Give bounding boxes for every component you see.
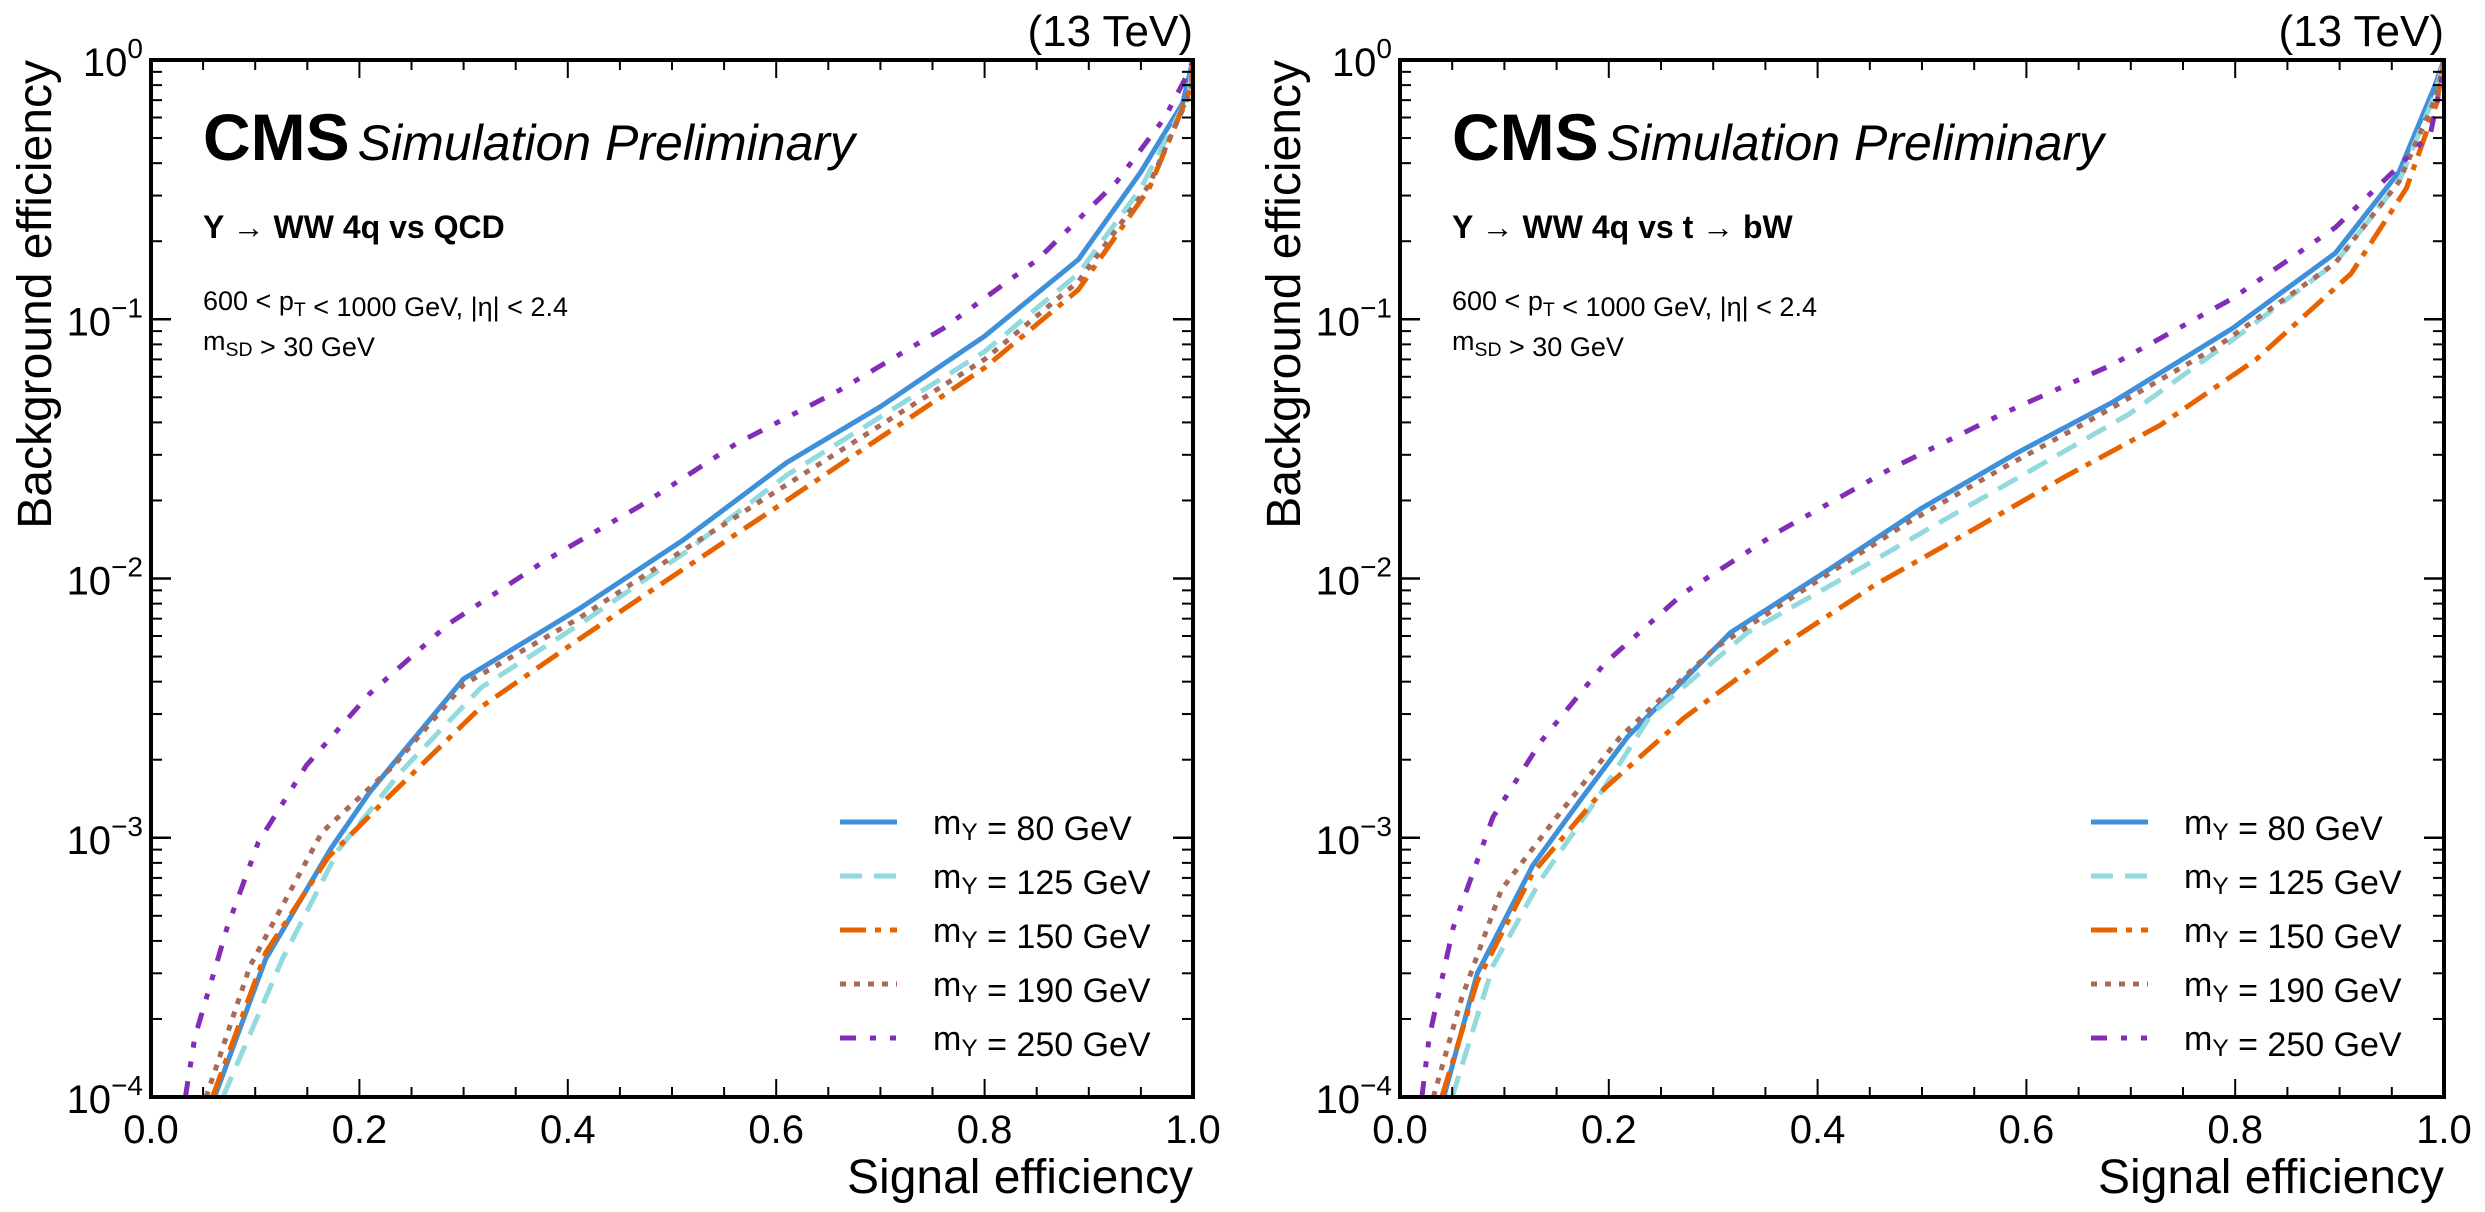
plot-frame (1398, 58, 2446, 1099)
status-label: Simulation Preliminary (1607, 115, 2107, 171)
mass-cut-label: mSD > 30 GeV (1452, 326, 1624, 362)
legend-item-m125: mY = 125 GeV (2091, 858, 2402, 902)
y-tick-label: 100 (83, 33, 143, 85)
legend: mY = 80 GeV mY = 125 GeV mY = 150 GeV mY = … (2091, 804, 2402, 1064)
legend-label: mY = 150 GeV (933, 912, 1151, 956)
y-tick-label: 10−1 (1316, 292, 1392, 344)
legend: mY = 80 GeV mY = 125 GeV mY = 150 GeV mY = … (840, 804, 1151, 1064)
x-axis-title: Signal efficiency (847, 1151, 1193, 1204)
roc-curve-m80 (212, 60, 1193, 1097)
y-tick-label: 10−4 (1316, 1070, 1392, 1122)
energy-label: (13 TeV) (1028, 7, 1194, 56)
y-axis-title: Background efficiency (1258, 60, 1311, 529)
roc-curve-m150 (210, 60, 1193, 1097)
curves (1419, 60, 2444, 1097)
plot-frame (149, 58, 1195, 1099)
y-tick-label: 10−4 (67, 1070, 143, 1122)
experiment-label: CMS Simulation Preliminary (203, 100, 858, 174)
legend-label: mY = 150 GeV (2184, 912, 2402, 956)
status-label: Simulation Preliminary (358, 115, 858, 171)
legend-label: mY = 125 GeV (2184, 858, 2402, 902)
legend-item-m125: mY = 125 GeV (840, 858, 1151, 902)
x-tick-label: 0.8 (2207, 1108, 2263, 1152)
x-tick-label: 0.8 (957, 1108, 1013, 1152)
legend-item-m250: mY = 250 GeV (840, 1020, 1151, 1064)
y-tick-label: 10−2 (67, 552, 143, 604)
process-label: Y → WW 4q vs t → bW (1452, 209, 1794, 245)
legend-item-m150: mY = 150 GeV (840, 912, 1151, 956)
roc-curve-m190 (203, 60, 1193, 1097)
panel-right: 0.0 0.2 0.4 0.6 0.8 1.0 100 10−1 10−2 10−3 10−4 Sig… (1258, 7, 2472, 1204)
energy-label: (13 TeV) (2279, 7, 2445, 56)
kinematic-cuts-label: 600 < pT < 1000 GeV, |η| < 2.4 (203, 286, 568, 322)
mass-cut-label: mSD > 30 GeV (203, 326, 375, 362)
x-tick-label: 0.6 (748, 1108, 804, 1152)
legend-item-m80: mY = 80 GeV (2091, 804, 2383, 848)
legend-label: mY = 125 GeV (933, 858, 1151, 902)
panel-left: 0.0 0.2 0.4 0.6 0.8 1.0 100 10−1 10−2 10−3 10−4 Sig… (9, 7, 1221, 1204)
x-tick-label: 0.6 (1999, 1108, 2055, 1152)
curves (182, 60, 1193, 1097)
roc-curve-m80 (1441, 60, 2444, 1097)
process-label: Y → WW 4q vs QCD (203, 209, 505, 245)
legend-item-m150: mY = 150 GeV (2091, 912, 2402, 956)
x-tick-label: 0.2 (1581, 1108, 1637, 1152)
roc-curve-m150 (1439, 60, 2444, 1097)
y-tick-label: 10−3 (1316, 811, 1392, 863)
legend-label: mY = 190 GeV (933, 966, 1151, 1010)
x-tick-label: 0.4 (1790, 1108, 1846, 1152)
y-tick-label: 10−1 (67, 292, 143, 344)
x-tick-label: 0.0 (123, 1108, 179, 1152)
y-tick-label: 10−2 (1316, 552, 1392, 604)
y-tick-label: 10−3 (67, 811, 143, 863)
roc-curve-m190 (1430, 60, 2444, 1097)
kinematic-cuts-label: 600 < pT < 1000 GeV, |η| < 2.4 (1452, 286, 1817, 322)
x-tick-label: 1.0 (2416, 1108, 2472, 1152)
legend-label: mY = 190 GeV (2184, 966, 2402, 1010)
legend-label: mY = 80 GeV (2184, 804, 2383, 848)
legend-item-m80: mY = 80 GeV (840, 804, 1132, 848)
experiment-label: CMS Simulation Preliminary (1452, 100, 2107, 174)
x-axis-title: Signal efficiency (2098, 1151, 2444, 1204)
x-tick-label: 0.0 (1372, 1108, 1428, 1152)
x-tick-label: 0.2 (332, 1108, 388, 1152)
x-tick-label: 0.4 (540, 1108, 596, 1152)
legend-label: mY = 80 GeV (933, 804, 1132, 848)
legend-item-m190: mY = 190 GeV (2091, 966, 2402, 1010)
y-axis-title: Background efficiency (9, 60, 62, 529)
y-tick-label: 100 (1332, 33, 1392, 85)
legend-label: mY = 250 GeV (933, 1020, 1151, 1064)
legend-label: mY = 250 GeV (2184, 1020, 2402, 1064)
legend-item-m190: mY = 190 GeV (840, 966, 1151, 1010)
roc-curve-m250 (182, 60, 1193, 1097)
legend-item-m250: mY = 250 GeV (2091, 1020, 2402, 1064)
x-tick-label: 1.0 (1165, 1108, 1221, 1152)
